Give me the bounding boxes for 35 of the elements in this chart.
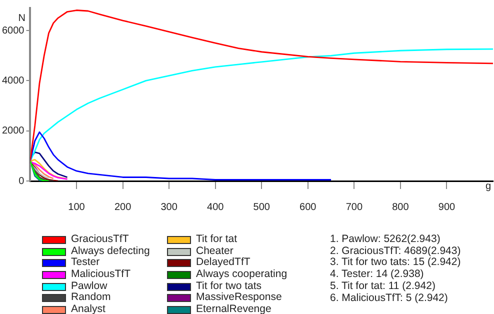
text: 4. Tester: 14 (2.938) xyxy=(330,268,425,281)
legend-label: Pawlow xyxy=(71,280,108,292)
legend-label: EternalRevenge xyxy=(196,303,272,314)
legend-label: Always cooperating xyxy=(196,268,288,281)
text: 1. Pawlow: 5262(2.943) xyxy=(330,233,442,246)
legend-label: Cheater xyxy=(196,244,234,257)
legend-label: Analyst xyxy=(71,303,106,314)
legend-label: Tester xyxy=(71,256,100,269)
legend-label: Always defecting xyxy=(71,244,150,258)
legend-label: MassiveResponse xyxy=(196,291,282,304)
y-tick-label: 0 xyxy=(18,176,25,187)
x-axis-title: g xyxy=(485,180,491,192)
y-tick-label: 2000 xyxy=(2,126,25,137)
legend-label: Tit for tat xyxy=(196,233,238,246)
y-axis-title: N xyxy=(18,12,26,24)
x-tick-label: 200 xyxy=(114,202,132,213)
x-tick-label: 100 xyxy=(68,202,86,213)
x-tick-label: 300 xyxy=(160,202,178,213)
x-tick-label: 500 xyxy=(253,202,270,213)
legend-label: Tit for two tats xyxy=(196,280,262,292)
text: 3. Tit for two tats: 15 (2.942) xyxy=(330,256,461,269)
y-tick-label: 6000 xyxy=(2,25,25,36)
legend-label: GraciousTfT xyxy=(71,233,129,246)
legend-label: DelayedTfT xyxy=(196,256,250,269)
text: 5. Tit for tat: 11 (2.942) xyxy=(330,280,436,293)
y-tick-label: 4000 xyxy=(2,75,25,86)
x-tick-label: 900 xyxy=(438,202,456,213)
x-tick-label: 400 xyxy=(207,202,224,213)
x-tick-label: 700 xyxy=(346,202,363,213)
text: 6. MaliciousTfT: 5 (2.942) xyxy=(330,292,449,304)
text: 2. GraciousTfT: 4689(2.943) xyxy=(330,244,461,257)
x-tick-label: 800 xyxy=(392,202,410,213)
x-tick-label: 600 xyxy=(300,202,317,213)
legend-label: MaliciousTfT xyxy=(71,268,131,281)
legend-label: Random xyxy=(71,291,111,304)
